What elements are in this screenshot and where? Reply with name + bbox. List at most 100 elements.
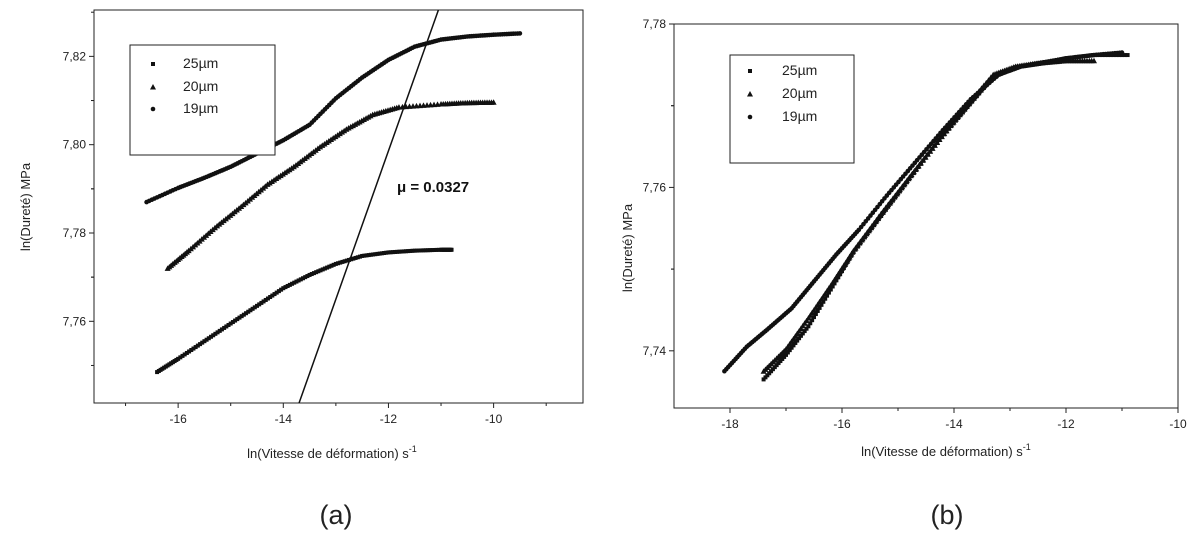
- data-point: [842, 259, 849, 266]
- x-axis-label: ln(Vitesse de déformation) s-1: [861, 442, 1031, 459]
- data-point: [259, 300, 264, 305]
- data-point: [307, 272, 312, 277]
- data-point: [889, 195, 896, 202]
- data-point: [195, 343, 200, 348]
- data-point: [276, 289, 281, 294]
- data-point: [780, 356, 785, 361]
- data-point: [362, 253, 367, 258]
- data-point: [917, 159, 924, 166]
- x-tick-label: -14: [275, 412, 293, 426]
- data-point: [318, 268, 323, 273]
- data-point: [924, 151, 931, 157]
- data-point: [813, 312, 818, 317]
- data-point: [268, 295, 273, 300]
- data-point: [776, 361, 781, 366]
- data-point: [215, 330, 220, 335]
- legend-label: 19µm: [183, 100, 218, 116]
- data-point: [294, 279, 299, 284]
- data-point: [298, 277, 303, 282]
- data-point: [785, 350, 790, 355]
- plot-frame: [673, 23, 1179, 409]
- data-point: [224, 324, 229, 329]
- data-point: [274, 290, 279, 295]
- x-tick-label: -16: [169, 412, 187, 426]
- data-point: [774, 363, 779, 368]
- data-point: [936, 136, 943, 143]
- data-point: [309, 272, 314, 277]
- data-point: [836, 275, 841, 280]
- data-point: [414, 248, 419, 253]
- data-point: [812, 315, 816, 320]
- data-point: [336, 261, 341, 266]
- data-point: [281, 286, 286, 291]
- data-point: [1120, 53, 1124, 58]
- data-point: [217, 328, 222, 333]
- data-point: [368, 252, 373, 257]
- chart-panel-a: -16 -14 -12 -10 7,76 7,78 7,80 7,82 ln(Dureté) M…: [18, 9, 584, 530]
- data-point: [322, 266, 327, 271]
- data-point: [263, 297, 268, 302]
- data-point: [436, 247, 441, 252]
- data-point: [198, 342, 203, 347]
- data-point: [846, 253, 853, 260]
- data-point: [382, 251, 387, 256]
- data-point: [769, 369, 774, 374]
- data-point: [922, 154, 929, 160]
- data-point: [412, 248, 417, 253]
- data-point: [844, 256, 851, 263]
- data-point: [235, 317, 240, 322]
- data-point: [808, 321, 813, 326]
- data-point: [838, 272, 843, 277]
- x-tick-label: -18: [721, 417, 739, 431]
- data-point: [176, 356, 181, 361]
- data-point: [316, 269, 321, 274]
- data-point: [829, 279, 836, 286]
- data-point: [793, 340, 798, 345]
- x-tick-label: -10: [1169, 417, 1187, 431]
- data-point: [204, 337, 209, 342]
- data-point: [875, 213, 882, 220]
- data-point: [913, 165, 920, 172]
- data-point: [401, 249, 406, 254]
- data-point: [425, 248, 430, 253]
- data-point: [943, 127, 950, 134]
- data-point: [871, 219, 878, 226]
- data-point: [283, 285, 288, 290]
- data-point: [449, 247, 454, 252]
- series-triangle: [164, 99, 497, 271]
- data-point: [270, 293, 275, 298]
- data-point: [896, 186, 903, 193]
- data-point: [848, 250, 855, 257]
- data-point: [950, 118, 957, 125]
- data-point: [349, 257, 354, 262]
- data-point: [327, 264, 332, 269]
- data-point: [892, 192, 899, 199]
- data-point: [778, 359, 783, 364]
- data-point: [301, 276, 306, 281]
- data-point: [841, 266, 846, 271]
- legend-marker-square: [748, 69, 752, 73]
- y-axis-label: ln(Dureté) MPa: [18, 162, 33, 251]
- data-point: [226, 322, 231, 327]
- data-point: [941, 130, 948, 137]
- data-point: [859, 235, 866, 242]
- x-axis-label-sup: -1: [409, 444, 417, 454]
- x-tick-label: -16: [833, 417, 851, 431]
- data-point: [885, 201, 892, 208]
- data-point: [296, 278, 301, 283]
- data-point: [180, 353, 185, 358]
- data-point: [265, 296, 270, 301]
- data-point: [903, 177, 910, 184]
- data-point: [261, 299, 266, 304]
- data-point: [193, 345, 198, 350]
- data-point: [395, 249, 400, 254]
- series-circle: [722, 50, 1125, 374]
- data-point: [878, 210, 885, 217]
- data-point: [178, 355, 183, 360]
- data-point: [517, 31, 523, 36]
- data-point: [761, 377, 766, 382]
- data-point: [377, 251, 382, 256]
- data-point: [329, 263, 334, 268]
- data-point: [250, 306, 255, 311]
- x-axis-label-main: ln(Vitesse de déformation) s: [247, 446, 409, 461]
